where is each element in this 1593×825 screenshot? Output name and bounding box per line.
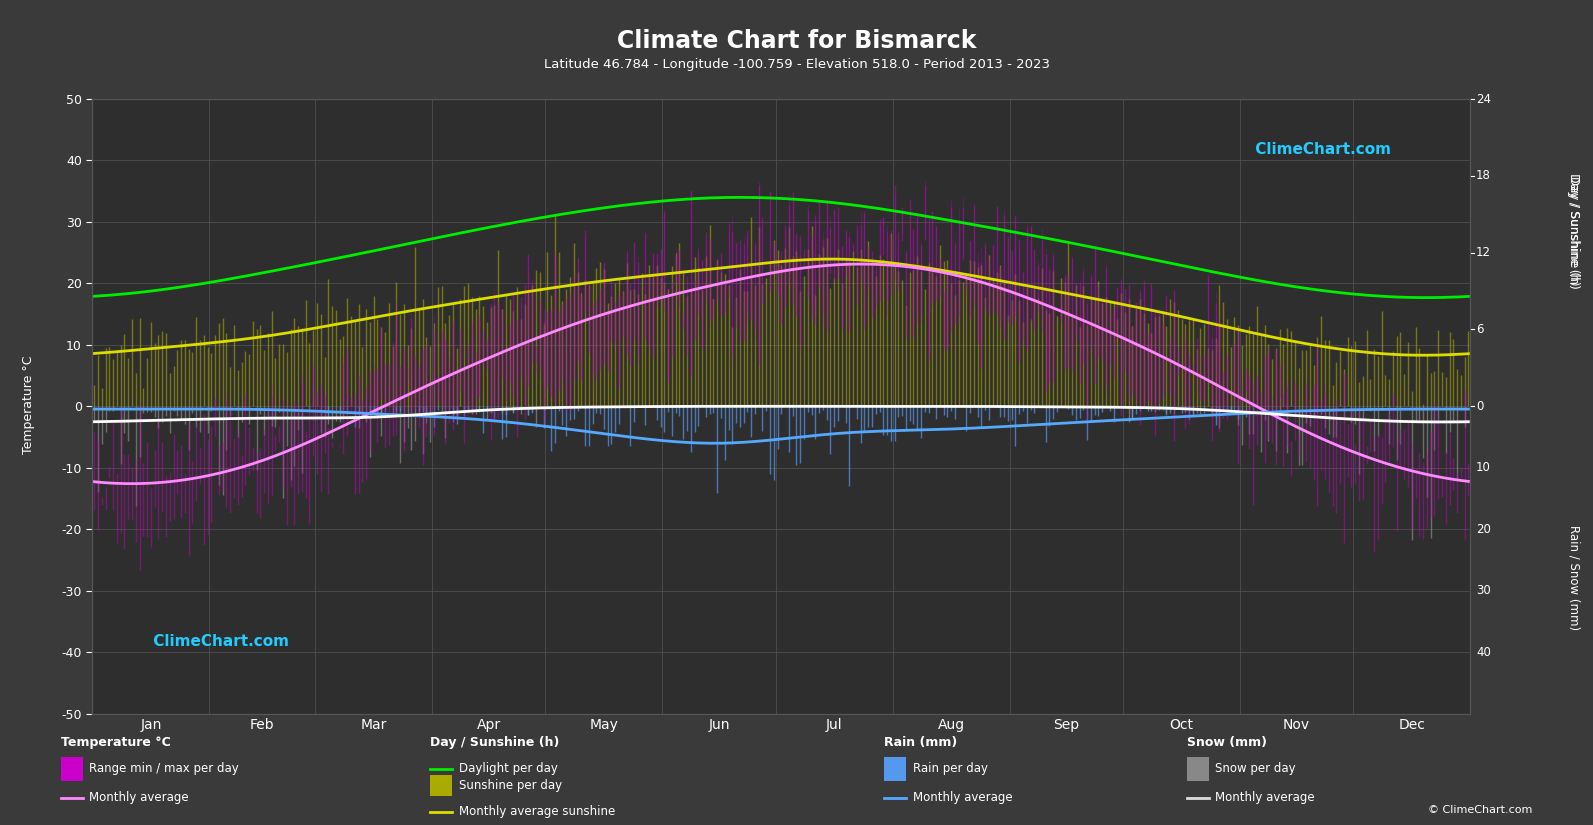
Text: Range min / max per day: Range min / max per day (89, 762, 239, 776)
Text: 30: 30 (1477, 584, 1491, 597)
Text: Monthly average: Monthly average (1215, 791, 1316, 804)
Text: 18: 18 (1477, 169, 1491, 182)
Text: 0: 0 (1477, 400, 1483, 412)
Text: 6: 6 (1477, 323, 1483, 336)
Text: Latitude 46.784 - Longitude -100.759 - Elevation 518.0 - Period 2013 - 2023: Latitude 46.784 - Longitude -100.759 - E… (543, 58, 1050, 71)
Text: Monthly average: Monthly average (89, 791, 190, 804)
Text: Monthly average: Monthly average (913, 791, 1013, 804)
Text: Day / Sunshine (h): Day / Sunshine (h) (1568, 173, 1580, 289)
Text: Daylight per day: Daylight per day (459, 762, 558, 776)
Text: Climate Chart for Bismarck: Climate Chart for Bismarck (616, 29, 977, 53)
Text: Day / Sunshine (h): Day / Sunshine (h) (430, 736, 559, 749)
Text: 12: 12 (1477, 246, 1491, 259)
Text: ClimeChart.com: ClimeChart.com (1251, 142, 1391, 157)
Text: ClimeChart.com: ClimeChart.com (148, 634, 288, 648)
Text: 40: 40 (1477, 646, 1491, 658)
Text: Snow per day: Snow per day (1215, 762, 1297, 776)
Text: 20: 20 (1477, 523, 1491, 535)
Text: 24: 24 (1477, 92, 1491, 106)
Text: Sunshine per day: Sunshine per day (459, 779, 562, 792)
Text: Rain per day: Rain per day (913, 762, 988, 776)
Text: Rain / Snow (mm): Rain / Snow (mm) (1568, 525, 1580, 630)
Text: 10: 10 (1477, 461, 1491, 474)
Text: © ClimeChart.com: © ClimeChart.com (1427, 805, 1532, 815)
Text: Snow (mm): Snow (mm) (1187, 736, 1266, 749)
Text: Monthly average sunshine: Monthly average sunshine (459, 805, 615, 818)
Text: Temperature °C: Temperature °C (22, 355, 35, 454)
Text: Rain (mm): Rain (mm) (884, 736, 957, 749)
Text: Temperature °C: Temperature °C (61, 736, 170, 749)
Text: Day / Sunshine (h): Day / Sunshine (h) (1568, 177, 1580, 285)
